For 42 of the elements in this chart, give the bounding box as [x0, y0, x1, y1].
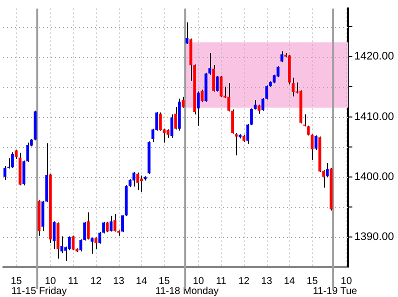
x-tick-label: 15 [10, 276, 22, 287]
x-tick-label: 11-19 Tue [312, 286, 358, 297]
x-tick-label: 14 [284, 276, 296, 287]
candlestick [254, 99, 257, 110]
candlestick [216, 75, 219, 92]
x-tick-label: 11-18 Monday [155, 286, 219, 297]
y-tick-label: 1400.00 [354, 170, 394, 183]
candlestick [234, 132, 238, 156]
x-tick-label: 11 [68, 276, 79, 287]
candlestick [159, 112, 162, 132]
candlestick [258, 104, 261, 114]
candlestick [106, 221, 109, 233]
candlestick [280, 50, 284, 63]
candlestick [132, 172, 136, 187]
x-tick-label: 12 [90, 276, 102, 287]
y-tick-label: 1420.00 [354, 50, 394, 63]
candlestick [11, 152, 14, 168]
candlestick [303, 114, 306, 127]
candlestick [314, 134, 318, 150]
x-tick-label: 11-15 Friday [11, 286, 67, 297]
x-tick-label: 12 [238, 276, 250, 287]
y-tick-label: 1390.00 [354, 230, 394, 243]
x-tick-label: 10 [192, 276, 204, 287]
x-tick-label: 15 [158, 276, 170, 287]
y-tick-label: 1410.00 [354, 110, 394, 123]
x-tick-label: 13 [261, 276, 273, 287]
x-tick-label: 13 [113, 276, 125, 287]
candlestick [186, 22, 188, 45]
candlestick [3, 166, 6, 180]
candlestick [196, 91, 200, 126]
candlestick [140, 175, 143, 192]
candlestick [220, 75, 223, 98]
candlestick [306, 125, 310, 136]
candlestick [86, 212, 90, 240]
candlestick [113, 214, 116, 232]
candlestick [121, 214, 124, 233]
x-tick-label: 10 [44, 276, 56, 287]
candlestick [110, 215, 113, 232]
x-tick-label: 10 [340, 276, 352, 287]
x-tick-label: 14 [136, 276, 148, 287]
x-tick-label: 15 [306, 276, 318, 287]
x-tick-label: 11 [216, 276, 227, 287]
